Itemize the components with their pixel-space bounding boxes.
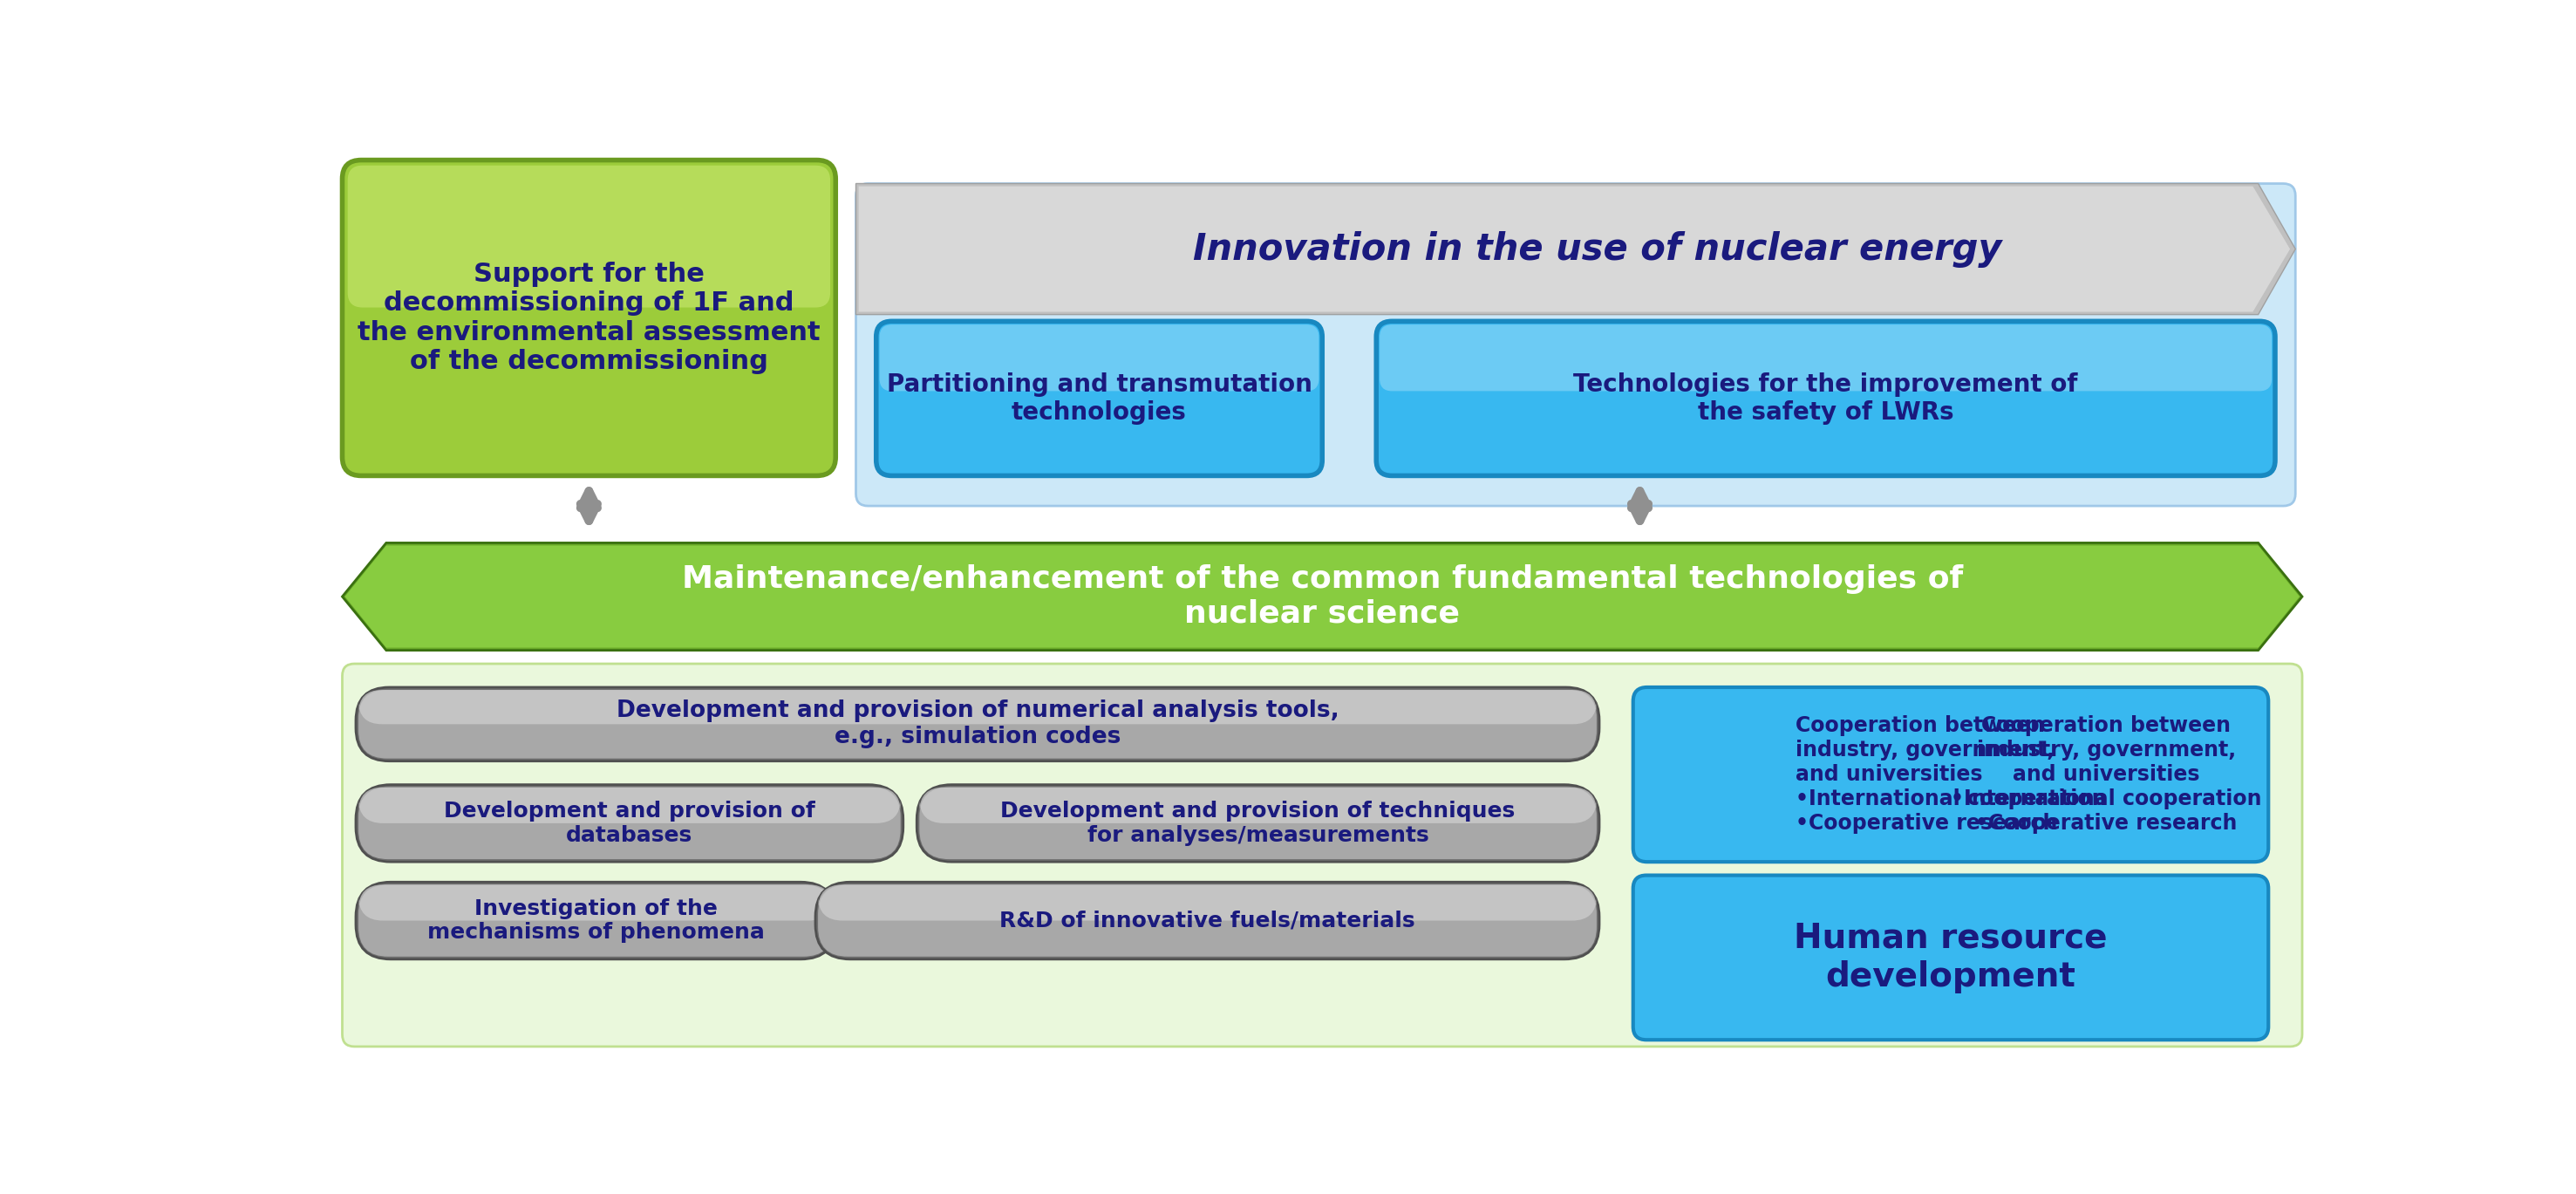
Text: R&D of innovative fuels/materials: R&D of innovative fuels/materials <box>999 910 1414 931</box>
FancyBboxPatch shape <box>878 325 1319 392</box>
Text: Development and provision of techniques
for analyses/measurements: Development and provision of techniques … <box>999 801 1515 845</box>
Text: Cooperation between
industry, government,
and universities
•International cooper: Cooperation between industry, government… <box>1795 715 2107 833</box>
Text: Cooperation between
industry, government,
and universities
•International cooper: Cooperation between industry, government… <box>1950 715 2262 833</box>
Polygon shape <box>343 543 2303 651</box>
Text: Maintenance/enhancement of the common fundamental technologies of
nuclear scienc: Maintenance/enhancement of the common fu… <box>683 565 1963 628</box>
FancyBboxPatch shape <box>855 184 2295 506</box>
FancyBboxPatch shape <box>876 321 1321 475</box>
Polygon shape <box>855 184 2295 314</box>
FancyBboxPatch shape <box>358 885 832 921</box>
FancyBboxPatch shape <box>917 784 1600 862</box>
Text: Development and provision of numerical analysis tools,
e.g., simulation codes: Development and provision of numerical a… <box>616 700 1340 749</box>
FancyBboxPatch shape <box>355 688 1600 761</box>
FancyBboxPatch shape <box>817 882 1600 959</box>
FancyBboxPatch shape <box>1381 325 2272 392</box>
FancyBboxPatch shape <box>920 787 1597 823</box>
FancyBboxPatch shape <box>1633 688 2269 862</box>
Text: Support for the
decommissioning of 1F and
the environmental assessment
of the de: Support for the decommissioning of 1F an… <box>358 261 819 375</box>
FancyBboxPatch shape <box>819 885 1597 921</box>
Polygon shape <box>345 546 2300 647</box>
FancyBboxPatch shape <box>355 882 835 959</box>
FancyBboxPatch shape <box>358 885 832 956</box>
FancyBboxPatch shape <box>358 787 902 860</box>
FancyBboxPatch shape <box>358 787 902 823</box>
Text: Innovation in the use of nuclear energy: Innovation in the use of nuclear energy <box>1193 230 2002 267</box>
Text: Technologies for the improvement of
the safety of LWRs: Technologies for the improvement of the … <box>1574 373 2079 425</box>
FancyBboxPatch shape <box>348 166 829 308</box>
FancyBboxPatch shape <box>343 160 835 475</box>
FancyBboxPatch shape <box>1633 875 2269 1040</box>
FancyBboxPatch shape <box>355 784 904 862</box>
Text: Human resource
development: Human resource development <box>1793 922 2107 993</box>
FancyBboxPatch shape <box>358 690 1597 725</box>
Polygon shape <box>858 186 2290 312</box>
FancyBboxPatch shape <box>920 787 1597 860</box>
FancyBboxPatch shape <box>343 664 2303 1047</box>
FancyBboxPatch shape <box>1376 321 2275 475</box>
Text: Investigation of the
mechanisms of phenomena: Investigation of the mechanisms of pheno… <box>428 898 765 943</box>
FancyBboxPatch shape <box>819 885 1597 956</box>
Text: Development and provision of
databases: Development and provision of databases <box>443 801 814 845</box>
FancyBboxPatch shape <box>358 690 1597 758</box>
Text: Partitioning and transmutation
technologies: Partitioning and transmutation technolog… <box>886 373 1311 425</box>
